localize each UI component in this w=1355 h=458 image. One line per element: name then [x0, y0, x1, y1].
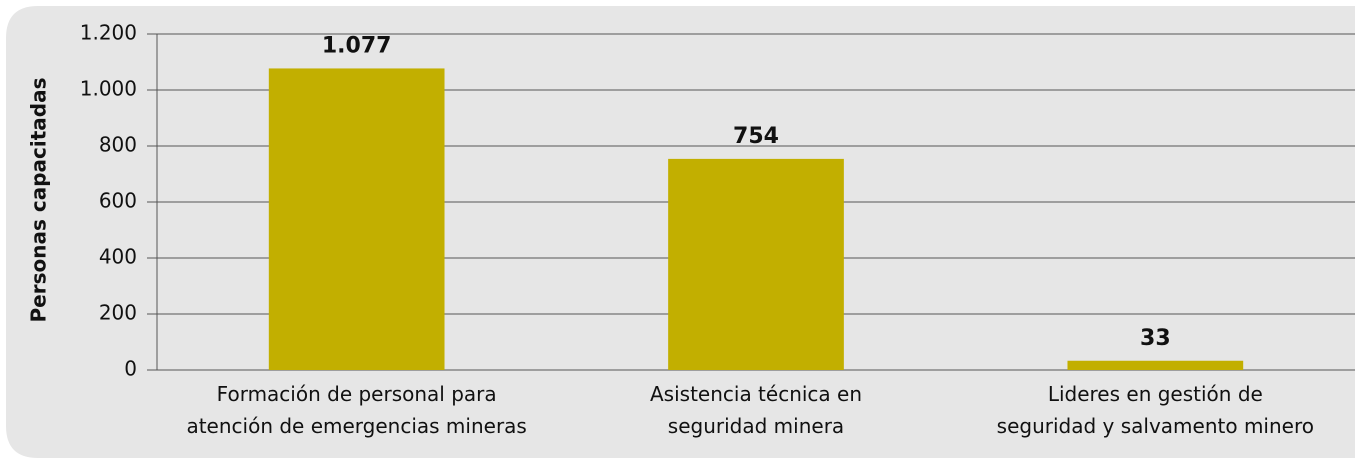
bar	[268, 68, 445, 370]
y-axis-label: Personas capacitadas	[27, 78, 51, 323]
y-tick-label: 600	[99, 189, 137, 213]
y-tick-label: 1.200	[80, 21, 137, 45]
y-tick-label: 200	[99, 301, 137, 325]
bar	[1067, 360, 1244, 370]
y-tick-label: 1.000	[80, 77, 137, 101]
y-tick-label: 800	[99, 133, 137, 157]
bar	[668, 158, 844, 370]
value-label: 754	[733, 124, 779, 149]
x-tick-label: Lideres en gestión de seguridad y salvame…	[997, 382, 1314, 438]
value-label: 1.077	[322, 33, 392, 58]
y-tick-label: 400	[99, 245, 137, 269]
y-tick-label: 0	[124, 357, 137, 381]
x-tick-label: Asistencia técnica en seguridad minera	[650, 382, 862, 438]
x-tick-label: Formación de personal para atención de em…	[186, 382, 526, 438]
value-label: 33	[1140, 326, 1171, 351]
